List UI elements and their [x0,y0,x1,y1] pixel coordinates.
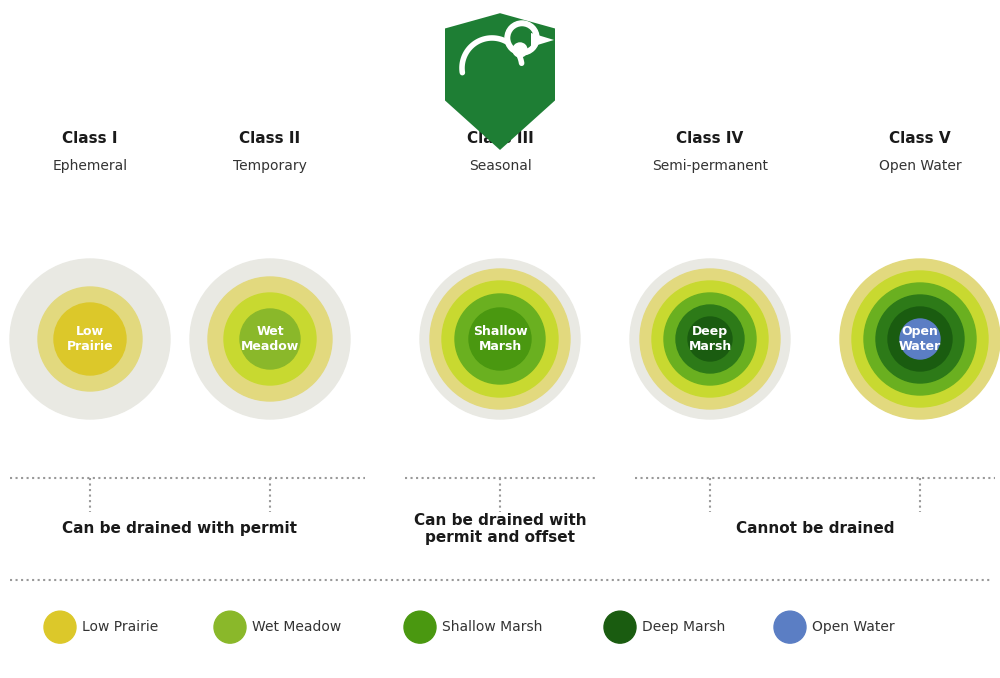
Text: Ephemeral: Ephemeral [52,159,128,173]
Circle shape [469,308,531,370]
Polygon shape [445,13,555,150]
Circle shape [513,43,527,57]
Circle shape [511,27,533,49]
Text: Cannot be drained: Cannot be drained [736,521,894,536]
Circle shape [840,259,1000,419]
Polygon shape [531,33,554,47]
Text: Class III: Class III [467,132,533,146]
Text: Open Water: Open Water [879,159,961,173]
Text: Low Prairie: Low Prairie [82,620,158,634]
Circle shape [864,283,976,395]
Circle shape [430,269,570,409]
Circle shape [38,287,142,391]
Circle shape [240,309,300,369]
Circle shape [604,611,636,643]
Circle shape [214,611,246,643]
Text: Class I: Class I [62,132,118,146]
Text: Open Water: Open Water [812,620,895,634]
Circle shape [876,295,964,383]
Circle shape [900,319,940,359]
Circle shape [852,271,988,407]
Text: Class IV: Class IV [676,132,744,146]
Circle shape [208,277,332,401]
Text: Open
Water: Open Water [899,325,941,353]
Text: Shallow Marsh: Shallow Marsh [442,620,542,634]
Circle shape [630,259,790,419]
Text: Class V: Class V [889,132,951,146]
Text: Can be drained with permit: Can be drained with permit [62,521,298,536]
Circle shape [505,21,539,55]
Text: Wet Meadow: Wet Meadow [252,620,341,634]
Text: Class II: Class II [239,132,301,146]
Circle shape [664,293,756,385]
Circle shape [442,281,558,397]
Circle shape [774,611,806,643]
Circle shape [888,307,952,371]
Circle shape [676,305,744,373]
Text: Can be drained with
permit and offset: Can be drained with permit and offset [414,513,586,545]
Circle shape [652,281,768,397]
Circle shape [190,259,350,419]
Text: Wet
Meadow: Wet Meadow [241,325,299,353]
Text: Deep Marsh: Deep Marsh [642,620,725,634]
Text: Temporary: Temporary [233,159,307,173]
Text: Low
Prairie: Low Prairie [67,325,113,353]
Text: Semi-permanent: Semi-permanent [652,159,768,173]
Circle shape [420,259,580,419]
Text: Seasonal: Seasonal [469,159,531,173]
Circle shape [10,259,170,419]
Circle shape [455,294,545,384]
Circle shape [688,317,732,361]
Text: Shallow
Marsh: Shallow Marsh [473,325,527,353]
Circle shape [224,293,316,385]
Circle shape [640,269,780,409]
Circle shape [44,611,76,643]
Circle shape [404,611,436,643]
Circle shape [54,303,126,375]
Text: Deep
Marsh: Deep Marsh [688,325,732,353]
